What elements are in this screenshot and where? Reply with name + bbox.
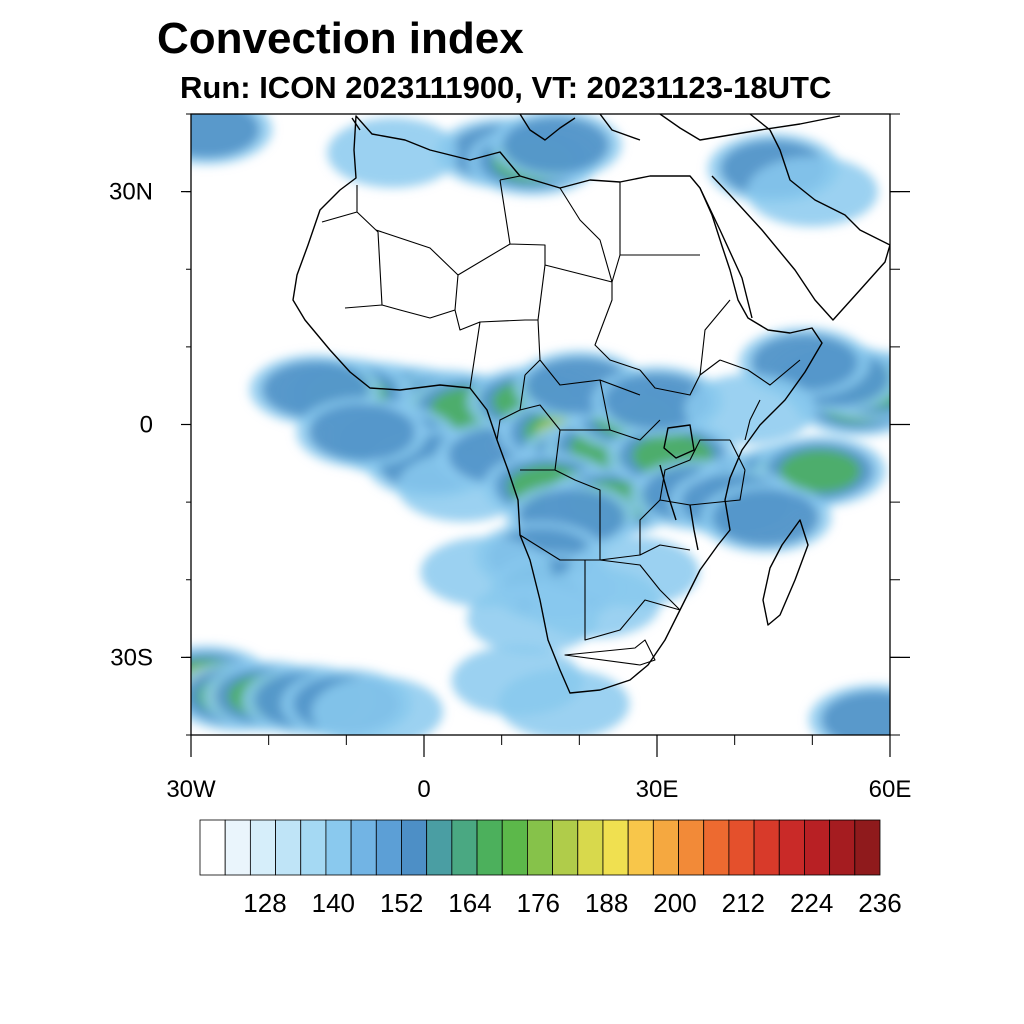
coastlines-and-borders — [292, 114, 890, 694]
map-subtitle: Run: ICON 2023111900, VT: 20231123-18UTC — [180, 70, 832, 105]
lake-tanganyika — [659, 464, 677, 521]
colorbar-swatch — [804, 819, 831, 876]
colorbar-swatch — [300, 819, 327, 876]
mediterranean-north — [351, 114, 841, 141]
lat-tick-label: 0 — [140, 412, 153, 439]
convection-contour — [751, 334, 858, 391]
convection-cluster — [808, 684, 890, 735]
colorbar-swatch — [476, 819, 503, 876]
border-lines — [321, 175, 801, 666]
convection-contour — [420, 536, 552, 608]
colorbar-swatch — [753, 819, 780, 876]
colorbar-swatch — [778, 819, 805, 876]
colorbar-swatch — [703, 819, 730, 876]
map-title: Convection index — [157, 14, 524, 63]
convection-contour — [779, 449, 861, 493]
colorbar-swatch — [350, 819, 377, 876]
convection-contour — [308, 403, 415, 461]
convection-contour — [191, 114, 260, 158]
lon-tick-label: 30W — [166, 776, 216, 803]
colorbar-swatch — [652, 819, 679, 876]
colorbar-label: 236 — [858, 888, 901, 918]
convection-contour — [821, 691, 890, 735]
colorbar-label: 212 — [722, 888, 765, 918]
lake-victoria — [663, 424, 695, 459]
colorbar-swatch — [426, 819, 453, 876]
colorbar-swatch — [224, 819, 251, 876]
lon-tick-label: 60E — [869, 776, 912, 803]
colorbar-label: 128 — [243, 888, 286, 918]
convection-contour — [502, 116, 610, 174]
colorbar-swatch — [527, 819, 553, 876]
convection-contour — [311, 676, 444, 735]
colorbar-swatch — [375, 819, 402, 876]
lon-tick-label: 0 — [417, 776, 430, 803]
convection-cluster — [498, 668, 630, 735]
colorbar-swatch — [451, 819, 478, 876]
colorbar-swatch — [552, 819, 579, 876]
colorbar-swatch — [829, 819, 856, 876]
convection-contour — [568, 536, 700, 608]
colorbar-swatch — [728, 819, 755, 876]
convection-cluster — [311, 676, 444, 735]
convection-cluster — [327, 117, 459, 188]
colorbar-label: 224 — [790, 888, 833, 918]
convection-contour — [746, 156, 879, 227]
lat-tick-label: 30N — [109, 179, 153, 206]
colorbar-label: 152 — [380, 888, 423, 918]
colorbar-swatch — [199, 819, 226, 876]
colorbar: 128 140 152 164 176 188 200 212 224 236 — [199, 819, 902, 918]
colorbar-swatch — [249, 819, 276, 876]
lake-malawi — [689, 504, 699, 551]
colorbar-label: 176 — [517, 888, 560, 918]
colorbar-swatch — [577, 819, 604, 876]
arabia-coastline — [711, 114, 890, 321]
africa-coastline — [292, 115, 823, 694]
convection-cluster — [191, 114, 273, 165]
colorbar-swatch — [401, 819, 428, 876]
convection-contour — [684, 373, 816, 445]
axes: 30N 0 30S 30W 0 30E 60E — [109, 113, 912, 803]
colorbar-swatch — [602, 819, 629, 876]
colorbar-swatch — [678, 819, 705, 876]
convection-cluster — [754, 436, 886, 507]
colorbar-swatch — [501, 819, 528, 876]
colorbar-swatch — [275, 819, 302, 876]
colorbar-label: 188 — [585, 888, 628, 918]
lon-tick-label: 30E — [636, 776, 679, 803]
red-sea-coast — [699, 187, 753, 319]
colorbar-label: 200 — [653, 888, 696, 918]
convection-cluster — [684, 373, 816, 445]
convection-cluster — [568, 536, 700, 608]
convection-field — [191, 114, 890, 735]
colorbar-label: 164 — [448, 888, 491, 918]
convection-contour — [498, 668, 630, 735]
plot-area — [191, 114, 890, 735]
colorbar-swatch — [854, 819, 881, 876]
colorbar-swatch — [627, 819, 654, 876]
convection-contour — [327, 117, 459, 188]
convection-cluster — [490, 114, 622, 181]
madagascar-coastline — [762, 519, 809, 626]
colorbar-swatch — [325, 819, 352, 876]
convection-contour — [603, 372, 711, 430]
colorbar-label: 140 — [312, 888, 355, 918]
convection-cluster — [420, 536, 552, 608]
lat-tick-label: 30S — [110, 644, 153, 671]
convection-cluster — [746, 156, 879, 227]
convection-cluster — [296, 397, 428, 468]
